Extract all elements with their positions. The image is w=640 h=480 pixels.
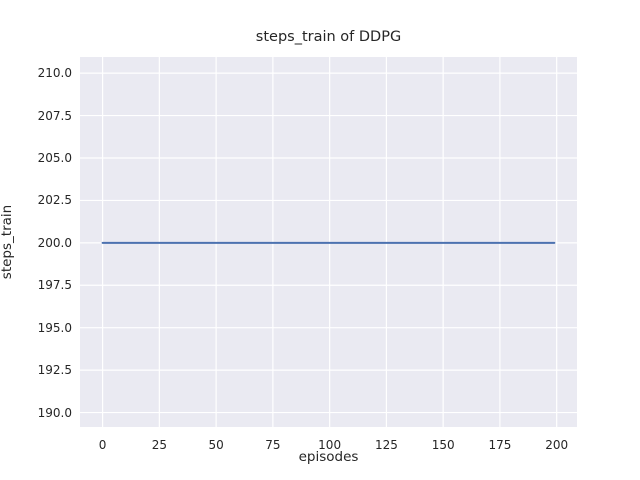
y-tick-label: 205.0 [37,150,72,165]
x-tick-label: 50 [208,438,224,452]
y-tick-label: 197.5 [37,278,72,293]
y-tick-label: 210.0 [37,66,72,81]
y-tick-label: 207.5 [37,108,72,123]
y-axis-label-text: steps_train [0,204,15,280]
x-tick-label: 75 [265,438,281,452]
y-tick-label: 190.0 [37,405,72,420]
x-tick-label: 25 [151,438,167,452]
x-tick-label: 100 [318,438,342,452]
y-tick-label: 192.5 [37,363,72,378]
x-tick-label: 175 [488,438,512,452]
x-axis-label: episodes [298,449,359,465]
x-tick-label: 125 [374,438,398,452]
chart-title: steps_train of DDPG [255,29,402,45]
x-tick-label: 200 [545,438,569,452]
y-tick-label: 200.0 [37,235,72,250]
y-tick-label: 202.5 [37,193,72,208]
x-tick-label: 150 [431,438,455,452]
x-tick-label: 0 [98,438,107,452]
y-tick-label: 195.0 [37,320,72,335]
